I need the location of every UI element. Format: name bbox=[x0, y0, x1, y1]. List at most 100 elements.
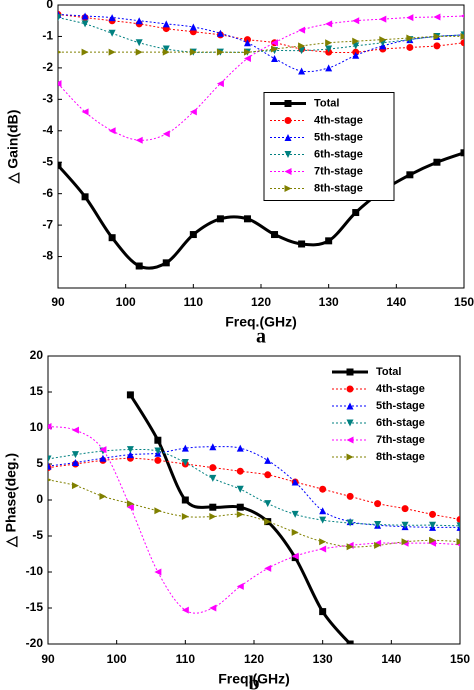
data-point bbox=[352, 209, 360, 217]
data-point bbox=[71, 459, 79, 467]
data-point bbox=[429, 510, 437, 518]
data-point bbox=[429, 539, 437, 547]
legend-label: 5th-stage bbox=[314, 131, 363, 143]
data-point bbox=[298, 47, 306, 55]
data-point bbox=[126, 451, 134, 459]
legend-box bbox=[326, 361, 456, 469]
data-point bbox=[352, 51, 360, 59]
legend-marker bbox=[346, 453, 354, 461]
data-point bbox=[135, 39, 143, 47]
series-line bbox=[58, 13, 464, 73]
x-tick-label: 130 bbox=[319, 295, 339, 309]
data-point bbox=[99, 454, 107, 462]
data-point bbox=[154, 568, 162, 576]
y-tick-label: 5 bbox=[36, 456, 43, 470]
data-point bbox=[236, 503, 244, 511]
data-point bbox=[236, 485, 244, 493]
data-point bbox=[135, 262, 143, 270]
data-point bbox=[181, 513, 189, 521]
series-line bbox=[48, 426, 460, 614]
data-point bbox=[162, 20, 170, 28]
data-point bbox=[135, 136, 143, 144]
data-point bbox=[319, 608, 327, 616]
chart: 90 100 110 120 130 140 150 -20 -15 -10 -5 0 5 10 15 20 F… bbox=[3, 348, 471, 690]
legend-marker bbox=[284, 100, 292, 107]
data-point bbox=[319, 545, 327, 553]
series-line bbox=[58, 15, 464, 141]
y-tick-label: -7 bbox=[42, 217, 53, 231]
data-point bbox=[374, 520, 382, 528]
series-line bbox=[48, 448, 460, 527]
x-tick-label: 130 bbox=[313, 652, 333, 666]
data-point bbox=[236, 510, 244, 518]
data-point bbox=[209, 443, 217, 451]
data-point bbox=[291, 510, 299, 518]
data-point bbox=[126, 500, 134, 508]
y-tick-label: -3 bbox=[42, 92, 53, 106]
data-point bbox=[298, 240, 306, 248]
data-point bbox=[298, 67, 306, 75]
data-point bbox=[460, 32, 464, 40]
data-point bbox=[162, 48, 170, 56]
legend-label: 8th-stage bbox=[314, 182, 363, 194]
data-point bbox=[433, 158, 441, 166]
data-point bbox=[209, 503, 217, 511]
caption: b bbox=[248, 673, 259, 690]
data-point bbox=[48, 455, 52, 463]
data-point bbox=[401, 521, 409, 529]
caption: a bbox=[256, 326, 266, 348]
data-point bbox=[181, 444, 189, 452]
plot-series bbox=[58, 10, 464, 270]
data-point bbox=[374, 541, 382, 549]
data-point bbox=[135, 17, 143, 25]
y-axis-label: △ Phase(deg.) bbox=[3, 453, 19, 548]
data-point bbox=[58, 161, 62, 169]
data-point bbox=[352, 17, 360, 25]
data-point bbox=[352, 42, 360, 50]
y-tick-label: -8 bbox=[42, 249, 53, 263]
x-axis-label: Freq.(GHz) bbox=[218, 671, 290, 687]
y-tick-label: -20 bbox=[26, 636, 44, 650]
legend-marker bbox=[346, 436, 354, 444]
data-point bbox=[325, 64, 333, 72]
data-point bbox=[291, 552, 299, 560]
y-tick-label: 0 bbox=[36, 492, 43, 506]
series-line bbox=[48, 457, 460, 520]
data-point bbox=[108, 29, 116, 37]
data-point bbox=[71, 451, 79, 459]
data-point bbox=[48, 462, 52, 470]
legend-label: 7th-stage bbox=[376, 434, 425, 446]
legend-marker bbox=[346, 419, 354, 427]
data-point bbox=[58, 50, 62, 54]
data-point bbox=[58, 80, 62, 88]
data-point bbox=[243, 48, 251, 56]
y-tick-label: -4 bbox=[42, 123, 53, 137]
legend-marker bbox=[284, 134, 292, 141]
legend-marker bbox=[284, 185, 292, 192]
data-point bbox=[460, 39, 464, 47]
data-point bbox=[264, 500, 272, 508]
y-tick-label: 15 bbox=[30, 384, 44, 398]
data-point bbox=[325, 20, 333, 28]
x-tick-label: 140 bbox=[386, 295, 406, 309]
y-tick-label: -2 bbox=[42, 60, 53, 74]
data-point bbox=[108, 48, 116, 56]
data-point bbox=[135, 48, 143, 56]
data-point bbox=[108, 14, 116, 22]
plot-area bbox=[57, 4, 465, 289]
data-point bbox=[154, 456, 162, 464]
data-point bbox=[236, 444, 244, 452]
data-point bbox=[264, 518, 272, 526]
legend: Total 4th-stage 5th-stage 6th-stage 7th-stag… bbox=[263, 92, 395, 201]
data-point bbox=[456, 538, 460, 546]
data-point bbox=[81, 12, 89, 20]
y-tick-label: 0 bbox=[46, 0, 53, 11]
legend-label: 4th-stage bbox=[376, 383, 425, 395]
data-point bbox=[298, 26, 306, 34]
data-point bbox=[456, 522, 460, 530]
data-point bbox=[401, 505, 409, 513]
data-point bbox=[216, 29, 224, 37]
legend-label: 7th-stage bbox=[314, 165, 363, 177]
data-point bbox=[319, 507, 327, 515]
data-point bbox=[189, 231, 197, 239]
